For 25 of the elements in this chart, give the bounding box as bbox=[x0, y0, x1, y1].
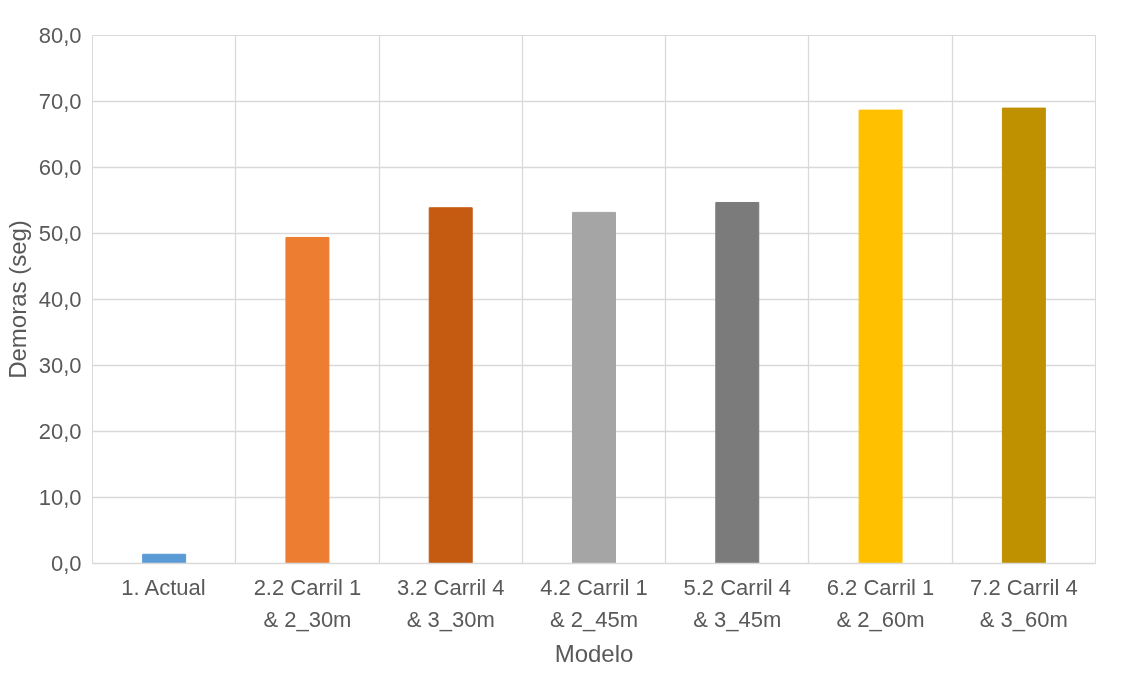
bar bbox=[858, 109, 903, 564]
bar bbox=[572, 211, 616, 564]
y-tick-label: 0,0 bbox=[50, 551, 82, 576]
x-axis-title: Modelo bbox=[554, 640, 634, 667]
x-tick-label: 2.2 Carril 1 & 2_30m bbox=[253, 574, 362, 632]
x-tick-label: 6.2 Carril 1 & 2_60m bbox=[826, 574, 935, 632]
bar bbox=[285, 236, 330, 564]
y-tick-label: 20,0 bbox=[38, 419, 82, 444]
bar bbox=[142, 553, 187, 564]
y-tick-label: 60,0 bbox=[38, 155, 82, 180]
x-tick-label: 3.2 Carril 4 & 3_30m bbox=[396, 574, 505, 632]
y-tick-label: 40,0 bbox=[38, 287, 82, 312]
x-tick-label: 7.2 Carril 4 & 3_60m bbox=[970, 574, 1078, 632]
y-axis-title: Demoras (seg) bbox=[3, 220, 31, 379]
y-tick-label: 50,0 bbox=[38, 221, 82, 246]
x-tick-label: 5.2 Carril 4 & 3_45m bbox=[683, 574, 792, 632]
bar bbox=[715, 201, 760, 564]
y-tick-label: 70,0 bbox=[38, 89, 82, 114]
y-tick-label: 10,0 bbox=[38, 485, 82, 510]
x-tick-label: 4.2 Carril 1 & 2_45m bbox=[540, 574, 648, 632]
y-tick-label: 30,0 bbox=[38, 353, 82, 378]
bar bbox=[428, 207, 473, 564]
x-tick-label: 1. Actual bbox=[121, 574, 206, 600]
bar bbox=[1001, 107, 1046, 564]
y-tick-label: 80,0 bbox=[38, 23, 82, 48]
